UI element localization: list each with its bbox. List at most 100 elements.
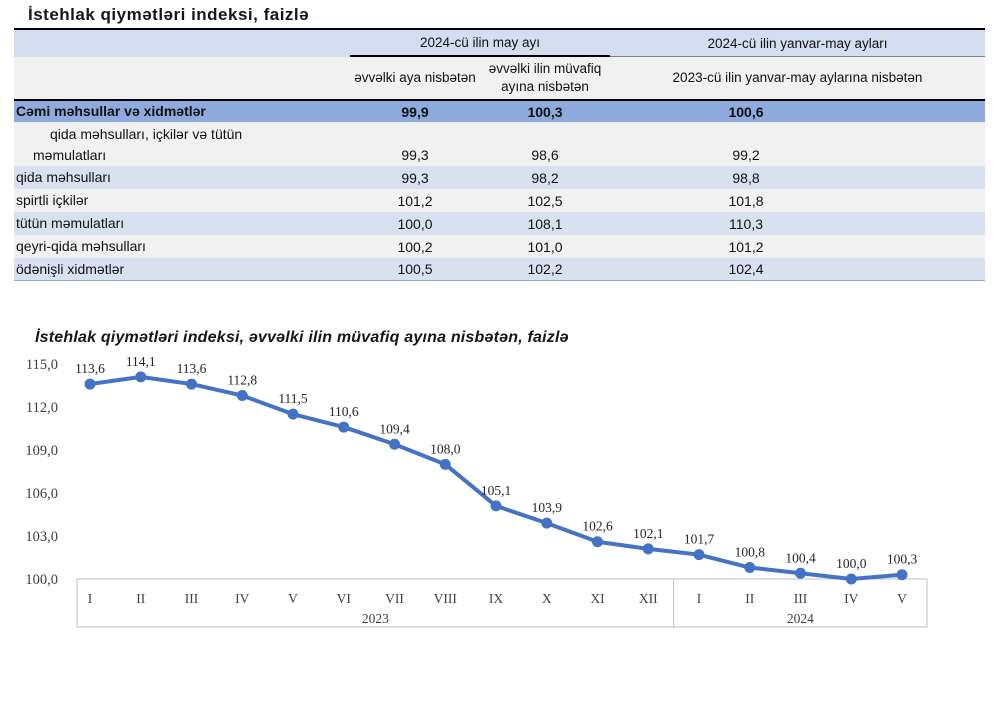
- spacer-cell: [610, 122, 640, 166]
- value-cell: 100,6: [640, 99, 985, 122]
- value-cell: 101,2: [350, 189, 480, 212]
- chart-title: İstehlak qiymətləri indeksi, əvvəlki ili…: [35, 329, 569, 346]
- data-point: [287, 408, 299, 420]
- row-label: spirtli içkilər: [14, 189, 350, 212]
- row-label: Cəmi məhsullar və xidmətlər: [14, 99, 350, 122]
- value-cell: 110,3: [640, 212, 985, 235]
- data-point: [389, 438, 400, 450]
- data-point-label: 100,8: [735, 545, 766, 560]
- cpi-line: [88, 374, 904, 581]
- month-tick-label: II: [136, 591, 145, 606]
- value-cell: 100,2: [350, 235, 480, 258]
- value-cell: 100,5: [350, 258, 480, 281]
- month-tick-label: XII: [639, 591, 658, 606]
- cpi-line-chart: 115,0 112,0 109,0 106,0 103,0 100,0 I II III IV V V…: [0, 347, 1000, 677]
- row-label: qida məhsulları: [14, 166, 350, 189]
- y-axis-tick-label: 103,0: [25, 529, 58, 545]
- data-point-label: 102,1: [633, 526, 663, 541]
- value-cell: 99,9: [350, 99, 480, 122]
- y-axis-tick-label: 109,0: [25, 443, 58, 459]
- data-point-label: 100,0: [836, 556, 867, 571]
- month-tick-label: I: [88, 591, 93, 606]
- data-point: [338, 421, 350, 433]
- row-label: ödənişli xidmətlər: [14, 258, 350, 281]
- data-point: [592, 536, 603, 548]
- data-point: [541, 517, 553, 529]
- data-point-label: 101,7: [684, 532, 715, 547]
- row-label: qeyri-qida məhsulları: [14, 235, 350, 258]
- month-tick-label: XI: [590, 591, 605, 606]
- data-point: [693, 549, 705, 561]
- month-tick-label: IV: [844, 591, 858, 606]
- data-point-label: 113,6: [177, 361, 207, 376]
- value-cell: 99,3: [350, 166, 480, 189]
- year-label: 2024: [787, 611, 814, 626]
- value-cell: 99,2: [640, 122, 985, 166]
- data-point: [795, 567, 806, 579]
- month-tick-label: III: [794, 591, 808, 606]
- subheader-vs-previous-month: əvvəlki aya nisbətən: [350, 57, 480, 99]
- data-point-label: 102,6: [582, 519, 613, 534]
- y-axis-tick-label: 100,0: [25, 572, 58, 588]
- value-cell: 102,4: [640, 258, 985, 281]
- data-point-label: 103,9: [532, 500, 563, 515]
- column-group-may: 2024-cü ilin may ayı: [350, 30, 610, 57]
- spacer-cell: [610, 166, 640, 189]
- month-tick-label: VIII: [434, 591, 458, 606]
- month-tick-label: II: [745, 591, 754, 606]
- subheader-vs-same-month-previous-year: əvvəlki ilin müvafiq ayına nisbətən: [480, 57, 610, 99]
- spacer-cell: [610, 235, 640, 258]
- subheader-vs-jan-may-2023: 2023-cü ilin yanvar-may aylarına nisbətə…: [610, 57, 985, 99]
- data-point: [896, 569, 908, 581]
- data-point-label: 113,6: [75, 361, 105, 376]
- data-point: [84, 378, 96, 390]
- table-subheader-empty: [14, 57, 350, 99]
- cpi-table: 2024-cü ilin may ayı 2024-cü ilin yanvar…: [14, 28, 985, 281]
- y-axis-tick-label: 106,0: [25, 486, 58, 502]
- value-cell: 102,5: [480, 189, 610, 212]
- data-point-label: 105,1: [481, 483, 511, 498]
- data-point: [439, 458, 451, 470]
- data-point: [490, 500, 502, 512]
- data-point-label: 114,1: [126, 354, 156, 369]
- page-title: İstehlak qiymətləri indeksi, faizlə: [28, 5, 310, 24]
- data-point: [186, 378, 197, 390]
- value-cell: 101,2: [640, 235, 985, 258]
- month-tick-label: V: [288, 591, 298, 606]
- month-tick-label: III: [185, 591, 199, 606]
- value-cell: 99,3: [350, 122, 480, 166]
- data-point-label: 109,4: [379, 421, 410, 436]
- row-label: qida məhsulları, içkilər və tütün məmulat…: [14, 122, 350, 166]
- data-point-label: 110,6: [329, 404, 359, 419]
- month-tick-label: IV: [235, 591, 249, 606]
- value-cell: 100,3: [480, 99, 610, 122]
- value-cell: 101,8: [640, 189, 985, 212]
- year-label: 2023: [362, 611, 389, 626]
- data-point-label: 108,0: [430, 441, 461, 456]
- data-point: [744, 562, 756, 574]
- data-point-label: 100,3: [887, 552, 918, 567]
- y-axis-tick-label: 115,0: [26, 357, 58, 373]
- month-tick-label: VII: [385, 591, 404, 606]
- data-point-label: 100,4: [785, 550, 816, 565]
- data-point-label: 112,8: [227, 373, 257, 388]
- spacer-cell: [610, 212, 640, 235]
- spacer-cell: [610, 99, 640, 122]
- spacer-cell: [610, 258, 640, 281]
- data-point: [642, 543, 654, 555]
- row-label: tütün məmulatları: [14, 212, 350, 235]
- value-cell: 102,2: [480, 258, 610, 281]
- month-tick-label: V: [897, 591, 907, 606]
- month-tick-label: IX: [489, 591, 503, 606]
- value-cell: 100,0: [350, 212, 480, 235]
- month-tick-label: VI: [337, 591, 352, 606]
- table-corner-cell: [14, 30, 350, 57]
- data-point: [135, 371, 147, 383]
- value-cell: 108,1: [480, 212, 610, 235]
- column-group-jan-may: 2024-cü ilin yanvar-may ayları: [610, 30, 985, 57]
- value-cell: 101,0: [480, 235, 610, 258]
- value-cell: 98,6: [480, 122, 610, 166]
- spacer-cell: [610, 189, 640, 212]
- month-tick-label: I: [697, 591, 702, 606]
